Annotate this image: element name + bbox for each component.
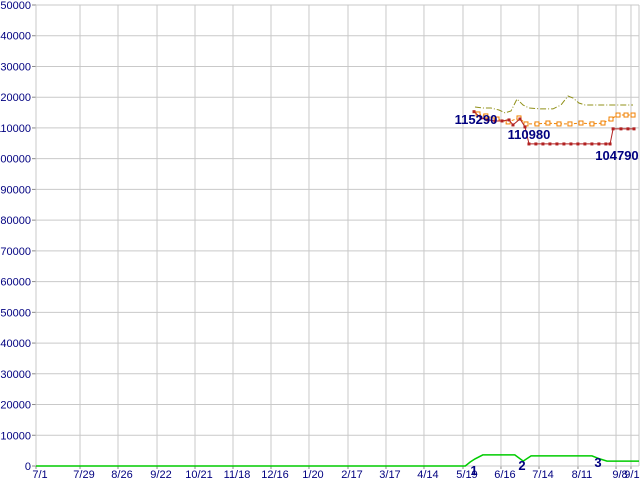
red-marker — [569, 142, 573, 146]
x-tick-label: 8/26 — [111, 469, 132, 480]
orange-marker — [615, 112, 621, 118]
x-tick-label: 7/1 — [32, 469, 47, 480]
x-tick-label: 12/16 — [261, 469, 289, 480]
y-tick-label: 120000 — [0, 92, 31, 104]
y-tick-label: 100000 — [0, 154, 31, 166]
red-marker — [583, 142, 587, 146]
orange-marker — [630, 112, 636, 118]
x-tick-label: 7/29 — [73, 469, 94, 480]
red-marker — [486, 118, 490, 122]
red-marker — [619, 127, 623, 131]
y-tick-label: 0 — [25, 461, 31, 473]
x-tick-label: 9/15 — [624, 469, 640, 480]
red-marker — [555, 142, 559, 146]
red-marker — [472, 110, 476, 114]
annotation-110980: 110980 — [508, 127, 551, 142]
red-marker — [576, 142, 580, 146]
y-tick-label: 50000 — [0, 307, 31, 319]
series-green — [36, 454, 639, 467]
x-tick-label: 5/19 — [456, 469, 477, 480]
y-tick-label: 90000 — [0, 184, 31, 196]
x-tick-label: 7/14 — [532, 469, 553, 480]
orange-marker — [483, 113, 489, 119]
red-marker — [527, 142, 531, 146]
y-tick-label: 70000 — [0, 246, 31, 258]
orange-marker — [589, 121, 595, 127]
orange-marker — [534, 121, 540, 127]
red-marker — [493, 119, 497, 123]
orange-marker — [600, 120, 606, 126]
y-tick-label: 150000 — [0, 0, 31, 12]
red-marker — [500, 119, 504, 123]
annotation-3: 3 — [594, 455, 601, 470]
x-tick-label: 4/14 — [417, 469, 438, 480]
annotation-104790: 104790 — [595, 148, 638, 163]
y-tick-label: 110000 — [0, 123, 31, 135]
y-tick-label: 30000 — [0, 369, 31, 381]
red-marker — [511, 123, 515, 127]
y-tick-label: 130000 — [0, 61, 31, 73]
red-marker — [548, 142, 552, 146]
x-tick-label: 11/18 — [224, 469, 251, 480]
annotation-1: 1 — [470, 463, 477, 478]
orange-marker — [545, 120, 551, 126]
orange-marker — [623, 112, 629, 118]
red-marker — [534, 142, 538, 146]
orange-marker — [556, 121, 562, 127]
x-tick-label: 8/11 — [572, 469, 593, 480]
red-marker — [523, 125, 527, 129]
red-marker — [479, 116, 483, 120]
series-olive — [474, 95, 633, 114]
annotation-2: 2 — [518, 458, 525, 473]
red-marker — [562, 142, 566, 146]
red-marker — [608, 142, 612, 146]
red-marker — [590, 142, 594, 146]
y-tick-label: 10000 — [0, 430, 31, 442]
x-tick-label: 6/16 — [494, 469, 515, 480]
red-marker — [597, 142, 601, 146]
x-tick-label: 2/17 — [341, 469, 362, 480]
y-tick-label: 60000 — [0, 277, 31, 289]
orange-marker — [578, 120, 584, 126]
red-marker — [626, 127, 630, 131]
x-tick-label: 10/21 — [185, 469, 213, 480]
x-tick-label: 9/8 — [612, 469, 627, 480]
orange-marker — [567, 121, 573, 127]
y-tick-label: 140000 — [0, 31, 31, 43]
red-marker — [541, 142, 545, 146]
y-tick-label: 20000 — [0, 400, 31, 412]
red-marker — [611, 127, 615, 131]
y-tick-label: 80000 — [0, 215, 31, 227]
x-tick-label: 9/22 — [150, 469, 171, 480]
red-marker — [507, 118, 511, 122]
red-marker — [604, 142, 608, 146]
orange-marker — [608, 116, 614, 122]
y-tick-label: 40000 — [0, 338, 31, 350]
annotation-115290: 115290 — [455, 112, 498, 127]
red-marker — [518, 117, 522, 121]
red-marker — [632, 127, 636, 131]
x-tick-label: 1/20 — [302, 469, 323, 480]
x-tick-label: 3/17 — [379, 469, 400, 480]
